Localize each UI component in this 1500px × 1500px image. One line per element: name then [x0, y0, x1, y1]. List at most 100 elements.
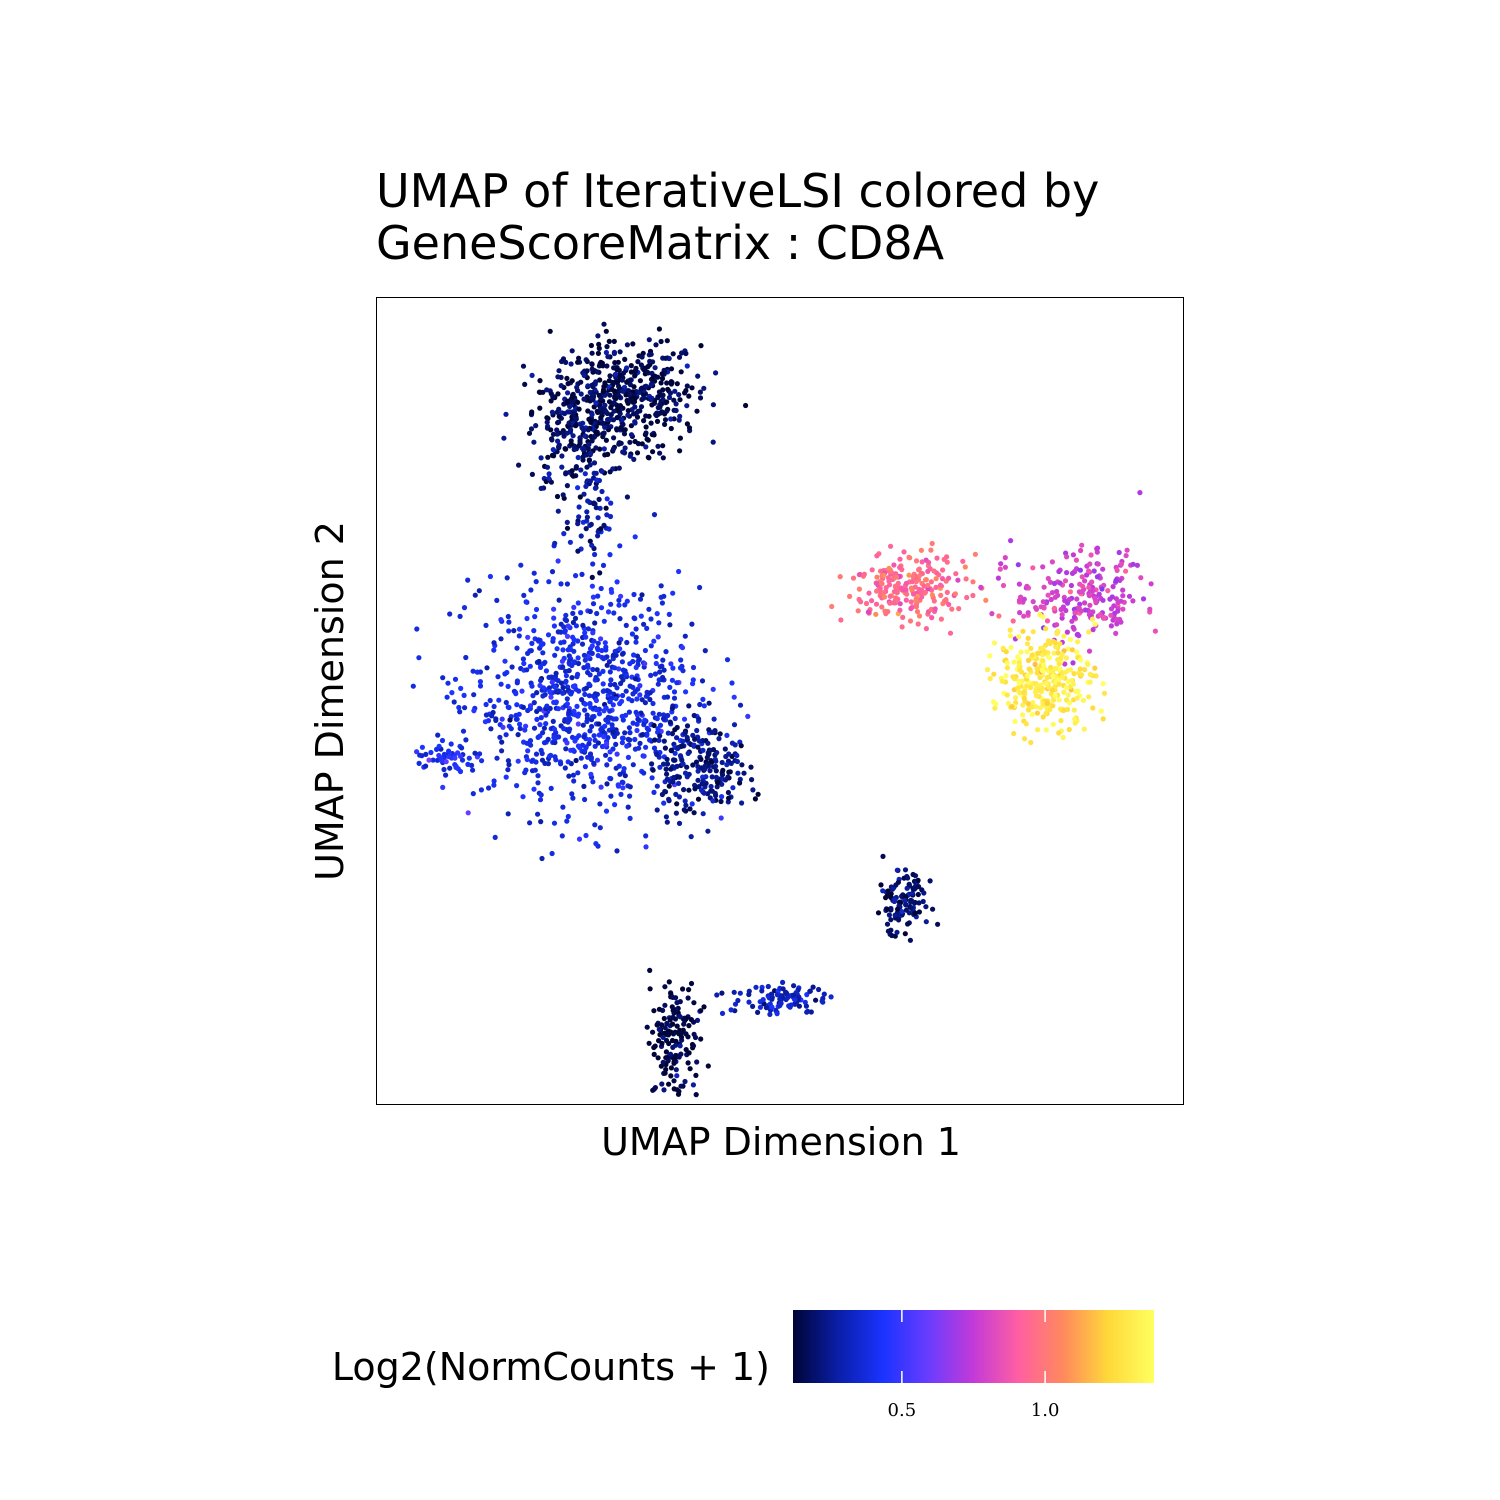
cell-point — [591, 760, 597, 766]
cell-point — [593, 674, 599, 681]
cell-point — [655, 1055, 661, 1061]
cell-point — [884, 906, 890, 913]
cell-point — [581, 783, 587, 789]
cell-point — [1069, 570, 1076, 576]
cell-point — [665, 730, 671, 736]
cell-point — [676, 780, 682, 786]
cell-point — [593, 707, 599, 713]
cell-point — [643, 444, 649, 450]
cell-point — [575, 359, 581, 365]
cell-point — [562, 629, 568, 635]
cell-point — [564, 701, 570, 707]
cell-point — [1050, 673, 1056, 679]
cell-point — [529, 640, 535, 646]
cell-point — [765, 983, 771, 990]
cell-point — [516, 626, 523, 632]
cell-point — [1086, 568, 1092, 574]
cell-point — [575, 743, 581, 749]
cell-point — [713, 370, 719, 376]
cell-point — [535, 811, 541, 817]
cell-point — [571, 708, 577, 714]
cell-point — [1100, 566, 1106, 572]
cell-point — [1049, 687, 1055, 693]
cell-point — [1063, 685, 1069, 691]
cell-point — [581, 396, 587, 402]
cell-point — [517, 721, 523, 727]
cell-point — [885, 609, 891, 615]
cell-point — [689, 385, 695, 391]
cell-point — [538, 715, 544, 721]
cell-point — [873, 601, 880, 607]
cell-point — [595, 409, 601, 415]
cell-point — [565, 390, 571, 396]
cell-point — [632, 736, 638, 743]
cell-point — [904, 885, 910, 891]
cell-point — [667, 1051, 674, 1057]
cell-point — [696, 716, 702, 722]
cell-point — [592, 822, 598, 828]
cell-point — [937, 582, 944, 588]
cell-point — [607, 669, 613, 675]
cell-point — [627, 377, 633, 383]
cell-point — [706, 750, 712, 757]
cell-point — [603, 408, 609, 415]
cell-point — [625, 408, 631, 414]
cell-point — [569, 394, 575, 400]
cell-point — [666, 796, 672, 802]
cell-point — [1056, 661, 1062, 667]
cell-point — [695, 796, 702, 802]
cell-point — [710, 402, 716, 408]
cell-point — [552, 739, 558, 746]
cell-point — [865, 609, 872, 615]
cell-point — [605, 609, 612, 615]
cell-point — [465, 761, 471, 767]
cell-point — [884, 921, 891, 927]
cell-point — [577, 438, 583, 444]
cell-point — [501, 435, 507, 441]
cell-point — [891, 898, 898, 904]
cell-point — [653, 342, 659, 348]
cell-point — [1079, 574, 1085, 580]
cell-point — [1002, 564, 1009, 570]
cell-point — [463, 654, 469, 661]
cell-point — [588, 419, 594, 425]
cell-point — [529, 372, 535, 378]
cell-point — [587, 701, 593, 707]
cell-point — [668, 1073, 674, 1079]
cell-point — [563, 359, 569, 365]
cell-point — [920, 898, 926, 905]
cell-point — [941, 556, 947, 562]
cell-point — [678, 1034, 685, 1040]
cell-point — [538, 677, 544, 684]
cell-point — [759, 988, 765, 994]
cell-point — [651, 1044, 657, 1051]
cell-point — [1043, 710, 1049, 716]
cell-point — [623, 622, 629, 628]
cell-point — [1070, 624, 1076, 630]
cell-point — [618, 593, 624, 599]
cell-point — [607, 416, 613, 422]
cell-point — [1120, 593, 1126, 599]
cell-point — [587, 478, 593, 484]
colorbar-tick-label: 0.5 — [887, 1400, 917, 1421]
cell-point — [587, 538, 593, 544]
cell-point — [651, 432, 657, 438]
cell-point — [1011, 659, 1017, 665]
cell-point — [1078, 547, 1084, 554]
cell-point — [544, 387, 550, 393]
cell-point — [757, 1004, 763, 1010]
cell-point — [1018, 649, 1024, 655]
cell-point — [676, 1088, 682, 1094]
cell-point — [647, 737, 653, 743]
cell-point — [597, 825, 603, 831]
cell-point — [579, 641, 586, 647]
cell-point — [548, 785, 554, 791]
cell-point — [656, 711, 662, 717]
cell-point — [995, 575, 1002, 581]
cell-point — [912, 910, 918, 917]
cell-point — [677, 753, 684, 759]
cell-point — [630, 720, 636, 726]
cell-point — [568, 441, 574, 447]
cell-point — [1040, 645, 1046, 651]
cell-point — [575, 770, 581, 776]
